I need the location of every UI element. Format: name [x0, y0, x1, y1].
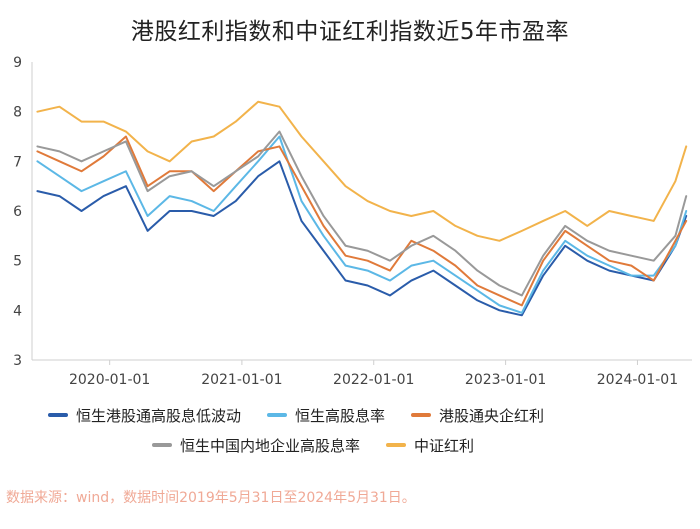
- line-chart: 3 4 5 6 7 8 9 2020-01-01 2021-01-01 2022-01-01 202…: [13, 55, 692, 388]
- legend-swatch: [411, 413, 432, 417]
- series-line: [36, 160, 688, 317]
- y-tick-label: 3: [13, 353, 22, 369]
- legend-label: 港股通央企红利: [439, 406, 545, 425]
- x-tick-label: 2020-01-01: [69, 372, 150, 388]
- legend-row-1: 恒生港股通高股息低波动 恒生高股息率 港股通央企红利: [48, 400, 688, 430]
- source-note: 数据来源：wind，数据时间2019年5月31日至2024年5月31日。: [6, 490, 416, 506]
- y-tick-label: 8: [13, 105, 22, 121]
- legend: 恒生港股通高股息低波动 恒生高股息率 港股通央企红利 恒生中国内地企业高股息率 …: [48, 400, 688, 460]
- legend-swatch: [267, 413, 288, 417]
- legend-item-mainland-div: 恒生中国内地企业高股息率: [152, 435, 360, 456]
- legend-item-hs-lowvol: 恒生港股通高股息低波动: [48, 405, 241, 426]
- x-tick-label: 2021-01-01: [201, 372, 282, 388]
- legend-label: 中证红利: [414, 436, 475, 455]
- y-tick-label: 5: [13, 254, 22, 270]
- y-tick-label: 6: [13, 204, 22, 220]
- y-tick-label: 4: [13, 303, 22, 319]
- legend-item-hs-highdiv: 恒生高股息率: [267, 405, 385, 426]
- series-line: [36, 135, 688, 314]
- legend-swatch: [48, 413, 68, 417]
- legend-swatch: [152, 443, 172, 447]
- series-line: [36, 100, 688, 242]
- y-tick-label: 9: [13, 55, 22, 71]
- legend-label: 恒生高股息率: [295, 406, 386, 425]
- x-tick-label: 2022-01-01: [333, 372, 414, 388]
- legend-label: 恒生中国内地企业高股息率: [180, 436, 361, 455]
- legend-swatch: [386, 443, 407, 447]
- series-line: [36, 130, 688, 297]
- legend-item-soe-div: 港股通央企红利: [411, 405, 544, 426]
- y-tick-label: 7: [13, 154, 22, 170]
- legend-label: 恒生港股通高股息低波动: [76, 406, 242, 425]
- x-tick-label: 2023-01-01: [465, 372, 546, 388]
- x-tick-label: 2024-01-01: [597, 372, 678, 388]
- chart-title: 港股红利指数和中证红利指数近5年市盈率: [130, 19, 570, 45]
- legend-row-2: 恒生中国内地企业高股息率 中证红利: [48, 430, 688, 460]
- series-line: [36, 135, 688, 307]
- legend-item-csi-div: 中证红利: [386, 435, 474, 456]
